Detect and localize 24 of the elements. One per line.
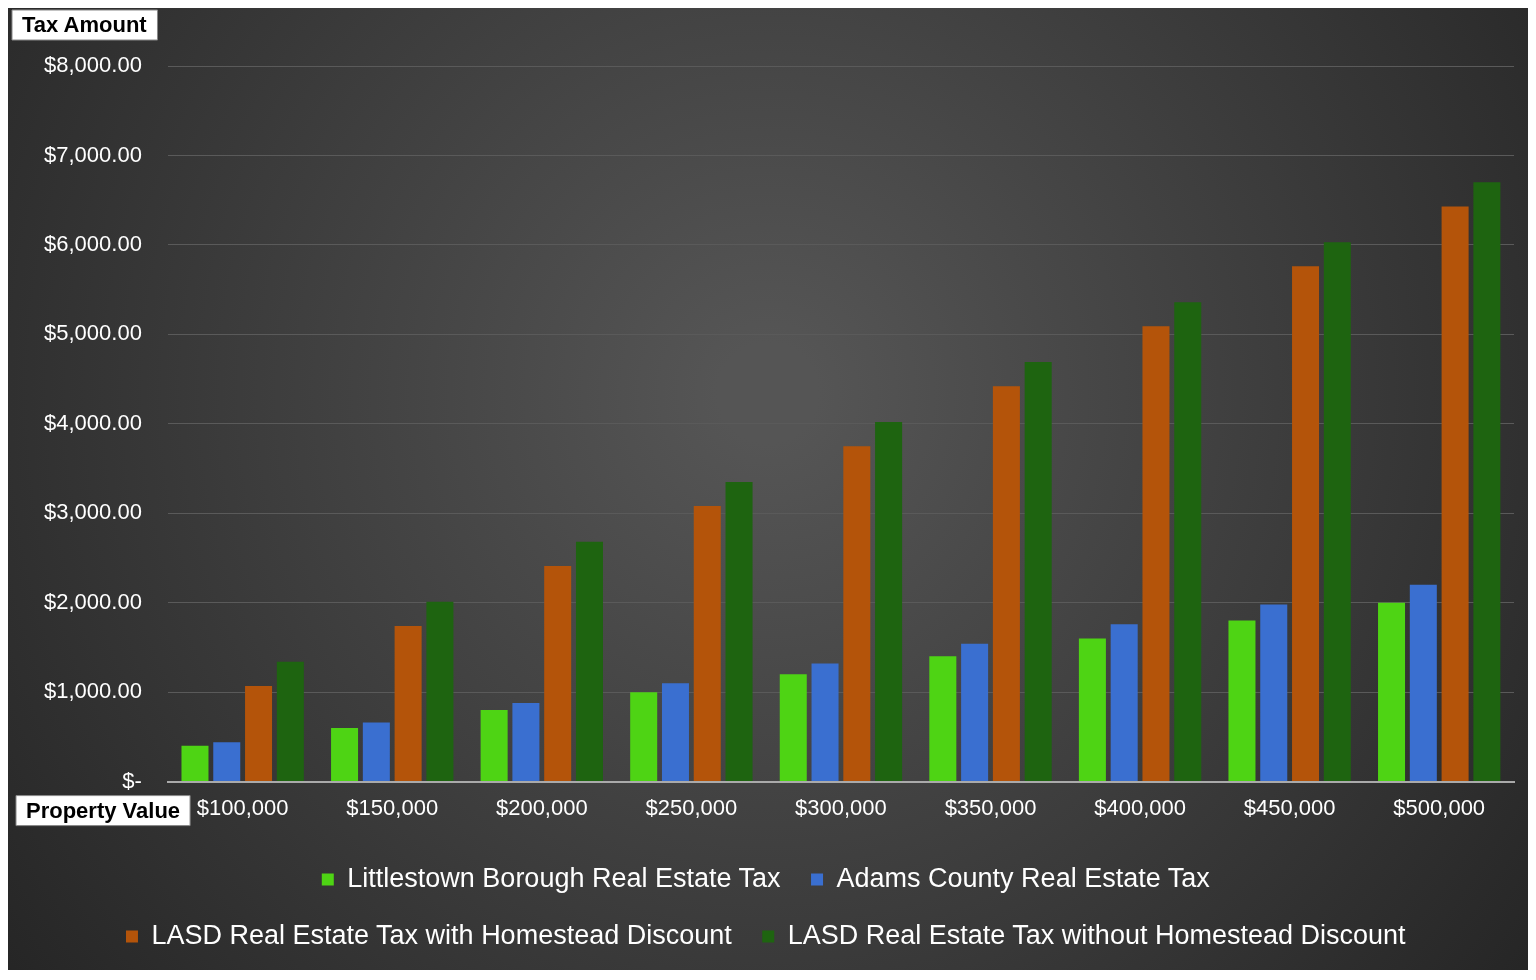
y-tick-label: $7,000.00 [44, 141, 142, 167]
legend-label: LASD Real Estate Tax with Homestead Discount [151, 919, 733, 950]
y-tick-label: $6,000.00 [44, 230, 142, 256]
legend-label: Littlestown Borough Real Estate Tax [347, 862, 782, 893]
x-tick-label: $100,000 [196, 794, 289, 820]
y-tick-label: $1,000.00 [44, 678, 142, 704]
y-axis-title: Tax Amount [22, 12, 148, 38]
y-tick-label: $5,000.00 [44, 320, 142, 346]
x-tick-label: $300,000 [795, 794, 887, 820]
x-tick-label: $400,000 [1094, 794, 1186, 820]
x-tick-label: $450,000 [1243, 794, 1336, 820]
x-tick-label: $250,000 [645, 794, 738, 820]
y-tick-label: $- [122, 767, 142, 793]
x-tick-label: $150,000 [346, 794, 439, 820]
x-tick-label: $200,000 [495, 794, 588, 820]
y-tick-label: $8,000.00 [44, 52, 142, 78]
y-tick-label: $2,000.00 [44, 588, 142, 614]
legend-label: Adams County Real Estate Tax [836, 862, 1211, 893]
x-tick-label: $350,000 [944, 794, 1037, 820]
y-tick-label: $4,000.00 [44, 409, 142, 435]
x-tick-label: $500,000 [1393, 794, 1486, 820]
x-axis-title: Property Value [26, 797, 181, 823]
y-tick-label: $3,000.00 [44, 499, 142, 525]
legend-label: LASD Real Estate Tax without Homestead Discount [787, 919, 1407, 950]
